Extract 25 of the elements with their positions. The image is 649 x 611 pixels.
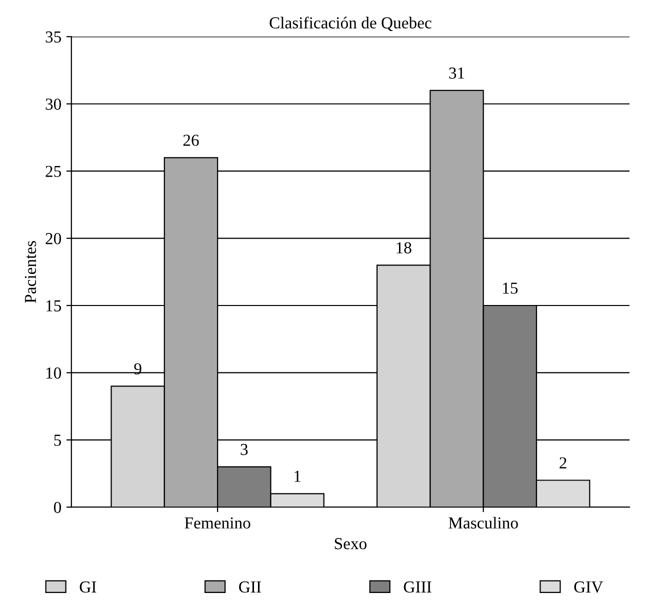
y-axis-title: Pacientes [24,241,36,303]
data-label: 3 [240,444,248,456]
y-tick-label: 0 [54,502,62,514]
y-tick-label: 25 [46,166,62,178]
data-label: 1 [294,470,300,482]
y-tick-label: 10 [46,367,62,379]
y-tick-label: 30 [46,98,62,110]
legend-label: GI [80,581,96,593]
x-axis-title: Sexo [334,538,366,550]
data-label: 31 [449,68,464,79]
y-tick-label: 15 [46,300,62,312]
data-label: 2 [560,457,566,468]
legend-label: GII [239,581,261,593]
data-label: 9 [134,363,142,374]
data-label: 18 [396,242,412,254]
chart-title: Clasificación de Quebec [270,16,432,32]
legend-label: GIV [574,581,603,593]
data-label: 26 [183,134,199,146]
y-tick-label: 5 [54,434,62,446]
y-tick-label: 35 [46,31,62,43]
x-tick-label: Femenino [184,517,250,529]
x-tick-label: Masculino [448,516,518,529]
y-tick-label: 20 [46,232,62,244]
data-label: 15 [503,282,518,294]
legend-label: GIII [404,581,432,593]
